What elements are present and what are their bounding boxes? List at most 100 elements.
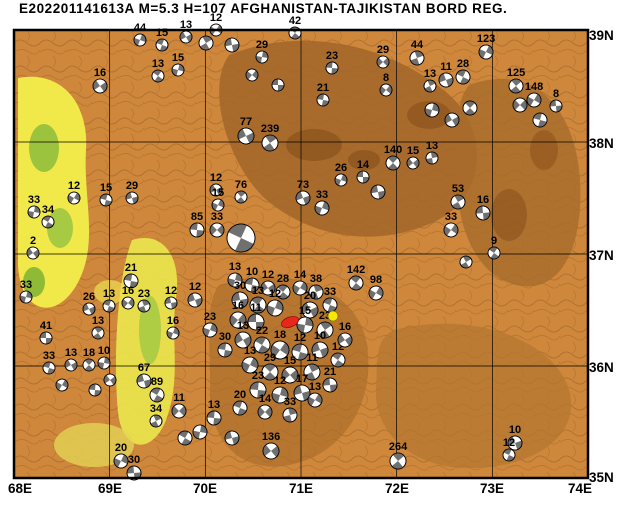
focal-mechanism: 239 xyxy=(261,123,279,152)
focal-mechanism: 13 xyxy=(102,288,116,313)
y-axis-label-38n: 38N xyxy=(589,136,614,151)
focal-mechanism: 23 xyxy=(316,310,334,339)
focal-mechanism: 10 xyxy=(311,330,329,359)
focal-mechanism: 22 xyxy=(253,325,271,354)
focal-mechanism: 13 xyxy=(307,381,323,408)
map-frame xyxy=(12,28,590,480)
depth-label: 30 xyxy=(128,454,140,466)
focal-mechanism: 28 xyxy=(455,58,471,85)
focal-mechanism: 23 xyxy=(249,370,267,399)
depth-label: 12 xyxy=(294,332,306,344)
reference-marker-yellow xyxy=(327,310,339,322)
focal-mechanism: 15 xyxy=(211,187,225,212)
depth-label: 89 xyxy=(151,376,163,388)
depth-label: 15 xyxy=(212,187,224,199)
depth-label: 12 xyxy=(68,180,80,192)
focal-mechanism: 10 xyxy=(97,345,111,370)
depth-label: 20 xyxy=(304,290,316,302)
depth-label: 8 xyxy=(553,88,559,100)
depth-label: 140 xyxy=(384,144,402,156)
focal-mechanism: 33 xyxy=(443,211,459,238)
depth-label: 148 xyxy=(525,81,543,93)
focal-mechanism: 11 xyxy=(171,392,187,419)
y-axis-label-39n: 39N xyxy=(589,28,614,43)
focal-mechanism: 30 xyxy=(217,331,233,358)
focal-mechanism: 14 xyxy=(257,393,273,420)
focal-mechanism: 16 xyxy=(121,285,135,310)
depth-label: 33 xyxy=(20,279,32,291)
focal-mechanism: 23 xyxy=(202,311,218,338)
depth-label: 21 xyxy=(317,82,329,94)
focal-mechanism: 13 xyxy=(234,320,252,349)
depth-label: 16 xyxy=(232,300,244,312)
depth-label: 23 xyxy=(252,370,264,382)
depth-label: 12 xyxy=(269,288,281,300)
depth-label: 67 xyxy=(138,362,150,374)
focal-mechanism: 12 xyxy=(260,269,276,296)
depth-label: 10 xyxy=(246,266,258,278)
focal-mechanism: 23 xyxy=(325,50,339,75)
focal-mechanism: 140 xyxy=(384,144,402,171)
focal-mechanism: 26 xyxy=(82,291,96,316)
depth-label: 22 xyxy=(256,325,268,337)
focal-mechanism: 14 xyxy=(292,269,308,296)
depth-label: 77 xyxy=(240,116,252,128)
focal-mechanism: 148 xyxy=(525,81,543,108)
depth-label: 10 xyxy=(314,330,326,342)
depth-label: 15 xyxy=(284,355,296,367)
depth-label: 28 xyxy=(457,58,469,70)
depth-label: 33 xyxy=(43,350,55,362)
focal-mechanism: 28 xyxy=(275,273,291,300)
depth-label: 16 xyxy=(339,321,351,333)
depth-label: 125 xyxy=(507,67,525,79)
focal-mechanism: 142 xyxy=(347,264,365,291)
focal-mechanism: 41 xyxy=(39,320,53,345)
focal-mechanism: 9 xyxy=(487,235,501,260)
depth-label: 11 xyxy=(173,392,185,404)
focal-mechanism: 30 xyxy=(231,280,249,309)
x-axis-label-69e: 69E xyxy=(97,481,123,496)
depth-label: 8 xyxy=(383,72,389,84)
depth-label: 33 xyxy=(211,211,223,223)
depth-label: 16 xyxy=(477,194,489,206)
focal-mechanism xyxy=(198,35,214,51)
focal-mechanism: 33 xyxy=(42,350,56,375)
depth-label: 9 xyxy=(491,235,497,247)
focal-mechanism: 13 xyxy=(423,68,437,93)
depth-label: 13 xyxy=(180,19,192,31)
depth-label: 53 xyxy=(452,183,464,195)
focal-mechanism: 16 xyxy=(337,321,353,348)
focal-mechanism: 44 xyxy=(409,39,425,66)
focal-mechanism: 136 xyxy=(262,431,280,460)
y-axis-label-36n: 36N xyxy=(589,360,614,375)
depth-label: 30 xyxy=(219,331,231,343)
focal-mechanism: 10 xyxy=(507,424,523,451)
focal-mechanism xyxy=(224,430,240,446)
focal-mechanism: 13 xyxy=(241,345,259,374)
y-axis-label-35n: 35N xyxy=(589,470,614,485)
focal-mechanism: 34 xyxy=(149,403,163,428)
depth-label: 16 xyxy=(122,285,134,297)
focal-mechanism: 8 xyxy=(549,88,563,113)
depth-label: 18 xyxy=(274,329,286,341)
depth-label: 13 xyxy=(65,347,77,359)
focal-mechanism: 13 xyxy=(206,399,222,426)
focal-mechanism: 21 xyxy=(322,366,338,393)
focal-mechanism: 21 xyxy=(316,82,330,107)
depth-label: 11 xyxy=(306,352,318,364)
focal-mechanism: 33 xyxy=(19,279,33,304)
depth-label: 10 xyxy=(509,424,521,436)
depth-label: 17 xyxy=(296,373,308,385)
depth-label: 13 xyxy=(237,320,249,332)
focal-mechanism: 15 xyxy=(171,52,185,77)
focal-mechanism xyxy=(444,112,460,128)
depth-label: 18 xyxy=(83,347,95,359)
focal-mechanism xyxy=(512,97,528,113)
focal-mechanism: 38 xyxy=(308,273,324,300)
depth-label: 15 xyxy=(299,305,311,317)
focal-mechanism xyxy=(462,100,478,116)
depth-label: 28 xyxy=(277,273,289,285)
focal-mechanism: 13 xyxy=(64,347,78,372)
depth-label: 2 xyxy=(30,235,36,247)
